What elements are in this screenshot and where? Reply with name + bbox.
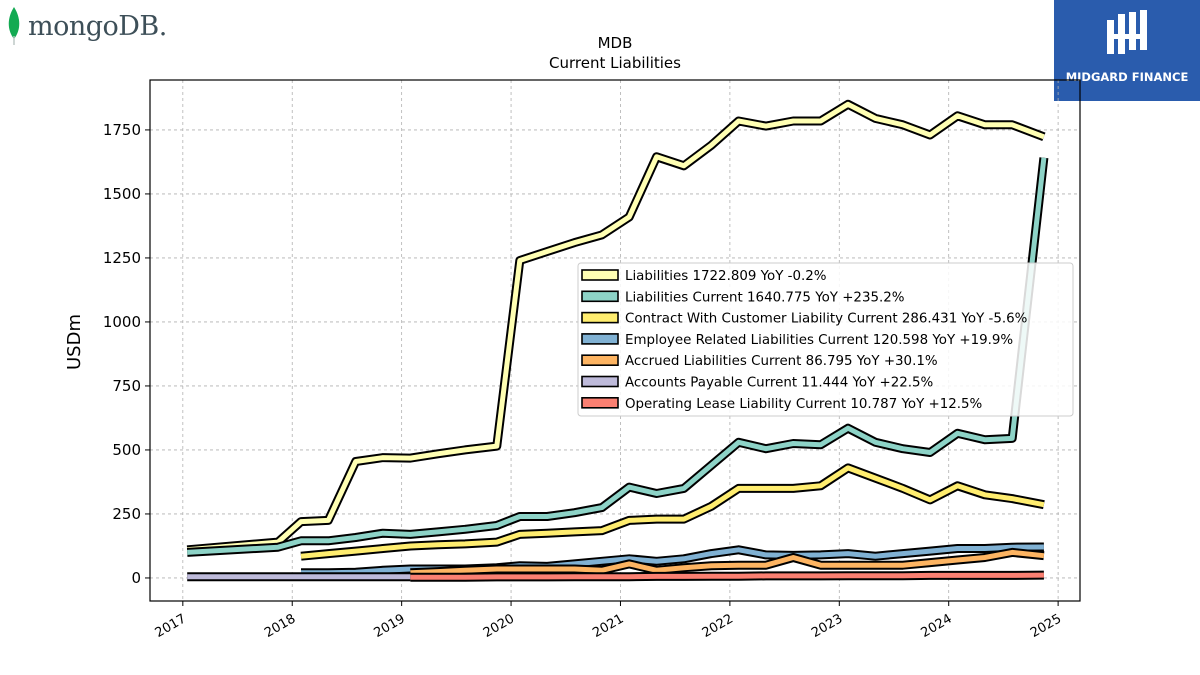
chart-subtitle: Current Liabilities: [549, 54, 681, 72]
legend-label: Accrued Liabilities Current 86.795 YoY +…: [625, 354, 938, 369]
x-tick-label: 2017: [153, 611, 189, 641]
x-tick-label: 2018: [262, 611, 298, 641]
x-tick-label: 2023: [809, 611, 845, 641]
legend-swatch: [581, 396, 619, 409]
leaf-icon: [8, 7, 20, 45]
y-tick-label: 250: [112, 505, 141, 523]
series-layer: [186, 99, 1049, 582]
y-tick-label: 1500: [103, 185, 141, 203]
series-line: [186, 101, 1045, 553]
legend-swatch: [581, 269, 619, 281]
y-tick-label: 500: [112, 441, 141, 459]
legend-label: Liabilities Current 1640.775 YoY +235.2%: [625, 290, 905, 305]
series-6: [410, 570, 1044, 582]
x-tick-label: 2020: [481, 611, 517, 641]
legend-label: Contract With Customer Liability Current…: [625, 312, 1027, 327]
legend-swatch: [581, 290, 619, 303]
legend-swatch: [581, 354, 619, 367]
x-tick-label: 2022: [700, 611, 736, 641]
plot-frame: [149, 79, 1081, 602]
series-line: [410, 549, 1045, 576]
legend-box: [577, 262, 1074, 417]
legend-label: Employee Related Liabilities Current 120…: [625, 333, 1013, 348]
series-line: [410, 572, 1044, 580]
series-1: [186, 157, 1049, 557]
series-line: [300, 465, 1045, 559]
x-tick-label: 2024: [919, 611, 955, 641]
legend-label: Liabilities 1722.809 YoY -0.2%: [625, 269, 827, 284]
midgard-emblem-icon: [1107, 10, 1147, 54]
legend: Liabilities 1722.809 YoY -0.2% Liabilitie…: [577, 262, 1074, 417]
y-tick-label: 1750: [103, 121, 141, 139]
series-line-outline: [300, 463, 1045, 561]
mongodb-logo: mongoDB.: [4, 6, 167, 46]
legend-swatch: [581, 375, 619, 388]
y-tick-label: 1250: [103, 249, 141, 267]
legend-swatch: [581, 311, 619, 324]
chart-title: MDB: [598, 34, 633, 52]
x-tick-label: 2025: [1028, 611, 1064, 641]
legend-label: Accounts Payable Current 11.444 YoY +22.…: [625, 376, 933, 391]
midgard-finance-wordmark: MIDGARD FINANCE: [1065, 70, 1189, 84]
y-tick-label: 1000: [103, 313, 141, 331]
series-0: [186, 99, 1046, 555]
y-axis-label: USDm: [64, 314, 85, 370]
x-tick-label: 2019: [371, 611, 407, 641]
mongodb-wordmark: mongoDB.: [28, 10, 167, 42]
series-2: [300, 463, 1045, 561]
y-tick-label: 750: [112, 377, 141, 395]
legend-label: Operating Lease Liability Current 10.787…: [625, 397, 982, 412]
y-tick-label: 0: [131, 569, 141, 587]
legend-swatch: [581, 333, 619, 345]
midgard-finance-logo: MIDGARD FINANCE: [1054, 0, 1200, 101]
series-line: [187, 157, 1047, 555]
series-4: [410, 547, 1045, 578]
x-tick-label: 2021: [590, 611, 626, 641]
